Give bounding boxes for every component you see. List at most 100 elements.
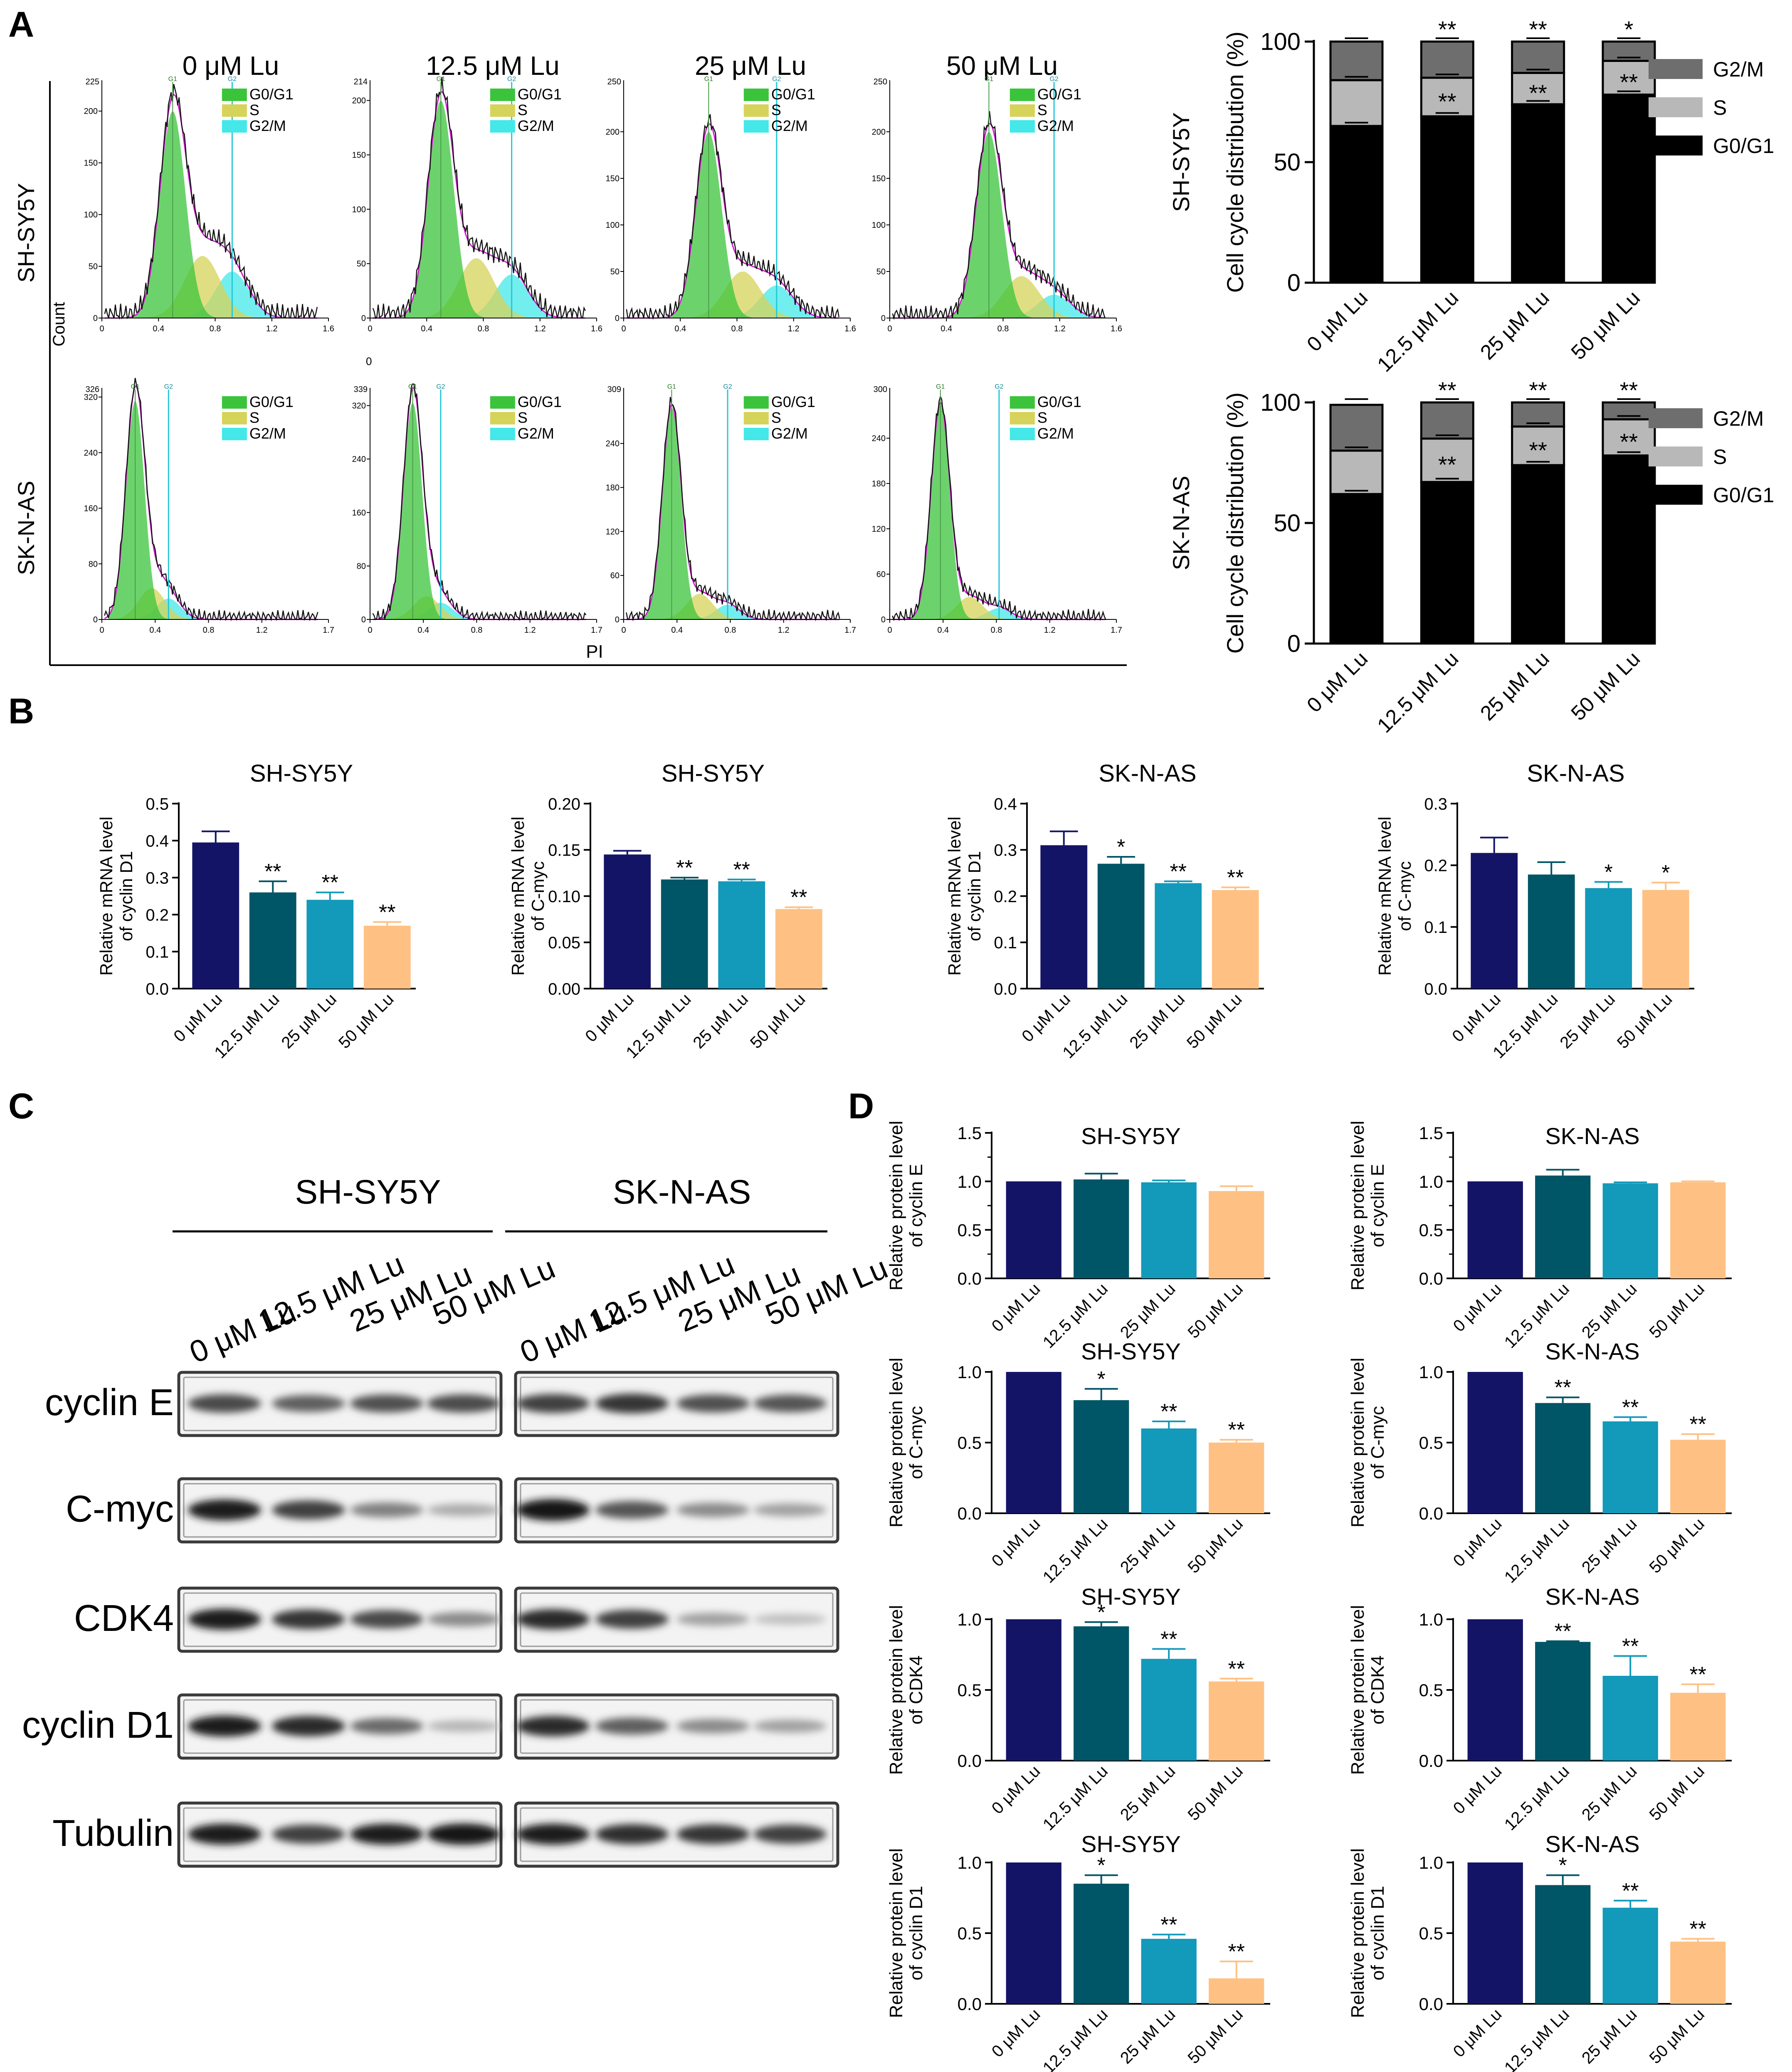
category-label: 0 μM Lu xyxy=(1450,1515,1506,1570)
bar-0 xyxy=(1006,1862,1061,2004)
cc-bar-s xyxy=(1420,76,1474,118)
bar-0 xyxy=(1467,1862,1523,2004)
chart-y-tick-label: 0.3 xyxy=(994,841,1017,860)
chart-y-tick-label: 0.5 xyxy=(958,1680,982,1700)
cc-bar-g0g1 xyxy=(1511,103,1565,284)
category-label: 25 μM Lu xyxy=(278,990,341,1052)
hist-x-tick-label: 1.2 xyxy=(256,626,268,635)
hist-y-tick-label: 0 xyxy=(361,314,366,323)
chart-y-label: of CDK4 xyxy=(1367,1655,1388,1724)
bar-chart-d22: SK-N-AS Relative protein level of C-myc 0.0… xyxy=(1348,1338,1732,1586)
cell-cycle-chart-2: SK-N-AS Cell cycle distribution (%) 0 50 100… xyxy=(1168,377,1774,737)
category-label: 0 μM Lu xyxy=(988,1762,1044,1818)
hist-legend-swatch xyxy=(743,396,769,409)
g0g1-area xyxy=(109,401,315,619)
histogram-row1-2: G1 G2 214 0 50 100 150 200 0 0.4 0.8 1.2 1.6 G0/G1SG2… xyxy=(352,76,602,333)
category-label: 12.5 μM Lu xyxy=(1039,1515,1111,1586)
chart-y-label: of C-myc xyxy=(1395,861,1414,931)
cc-legend-label: S xyxy=(1713,96,1727,119)
hist-y-tick-label: 60 xyxy=(876,570,886,579)
blot-band xyxy=(516,1394,590,1413)
chart-y-tick-label: 0.5 xyxy=(1419,1220,1443,1240)
category-label: 25 μM Lu xyxy=(1578,2005,1641,2067)
cc-bar-g0g1 xyxy=(1329,493,1384,645)
hist-y-tick-label: 150 xyxy=(84,159,98,168)
bar-2 xyxy=(1602,1676,1658,1761)
chart-y-label: of cyclin D1 xyxy=(906,1886,926,1980)
cc-sig-upper: ** xyxy=(1438,377,1456,403)
g0g1-area xyxy=(896,405,1103,619)
cc-x-label: 12.5 μM Lu xyxy=(1372,647,1463,737)
panel-label-a: A xyxy=(8,5,34,44)
hist-x-tick-label: 1.6 xyxy=(591,324,602,333)
bar-chart-d12: SK-N-AS Relative protein level of cyclin E… xyxy=(1348,1121,1732,1352)
blot-band xyxy=(516,1823,590,1845)
chart-y-tick-label: 0.05 xyxy=(548,934,580,952)
category-label: 12.5 μM Lu xyxy=(1039,1762,1111,1834)
hist-x-tick-label: 1.2 xyxy=(788,324,800,333)
blot-band xyxy=(350,1502,423,1517)
bar-chart-d42: SK-N-AS Relative protein level of cyclin D… xyxy=(1348,1831,1732,2072)
cc-bar-s xyxy=(1329,449,1384,495)
hist-y-tick-label: 0 xyxy=(615,615,620,624)
g1-marker-label: G1 xyxy=(408,383,417,390)
cc-bar-g2m xyxy=(1420,401,1474,440)
cell-cycle-chart-1: SH-SY5Y Cell cycle distribution (%) 0 50 100… xyxy=(1168,16,1774,376)
bar-2 xyxy=(1141,1182,1197,1278)
g2m-area xyxy=(631,285,836,318)
significance-mark: ** xyxy=(1622,1634,1639,1658)
significance-mark: ** xyxy=(1228,1418,1245,1442)
row-label-sknas: SK-N-AS xyxy=(13,481,39,575)
chart-y-tick-label: 0.4 xyxy=(146,832,169,850)
blot-cellline-sknas: SK-N-AS xyxy=(613,1173,751,1211)
chart-y-tick-label: 0.0 xyxy=(994,980,1017,998)
bar-0 xyxy=(604,854,651,989)
significance-mark: ** xyxy=(1228,1657,1245,1681)
hist-y-max-label: 326 xyxy=(86,385,99,394)
chart-title: SK-N-AS xyxy=(1545,1584,1639,1610)
g2-marker-label: G2 xyxy=(507,76,516,83)
panel-label-c: C xyxy=(8,1086,34,1126)
raw-curve xyxy=(372,76,586,320)
bar-2 xyxy=(1141,1939,1197,2004)
hist-legend-swatch xyxy=(1010,120,1035,133)
hist-legend-label: G0/G1 xyxy=(518,393,562,410)
hist-legend-swatch xyxy=(1010,412,1035,424)
hist-x-tick-label: 0 xyxy=(887,626,892,635)
hist-y-tick-label: 50 xyxy=(876,267,886,276)
hist-x-tick-label: 1.7 xyxy=(1111,626,1122,635)
hist-legend-swatch xyxy=(743,104,769,117)
bar-3 xyxy=(1209,1681,1264,1761)
g2-marker-label: G2 xyxy=(995,383,1003,390)
category-label: 12.5 μM Lu xyxy=(1039,2005,1111,2072)
bar-3 xyxy=(363,925,411,989)
hist-y-tick-label: 180 xyxy=(872,479,886,488)
bar-1 xyxy=(1097,863,1145,989)
hist-y-tick-label: 60 xyxy=(610,571,620,580)
bar-3 xyxy=(1670,1182,1726,1278)
hist-y-tick-label: 80 xyxy=(357,562,366,571)
hist-y-tick-label: 150 xyxy=(352,150,366,160)
chart-y-label: Relative mRNA level xyxy=(96,816,116,976)
category-label: 25 μM Lu xyxy=(1557,990,1619,1052)
hist-legend-label: G2/M xyxy=(518,425,554,442)
g0g1-area xyxy=(897,132,1102,318)
hist-legend-swatch xyxy=(222,89,247,101)
chart-y-tick-label: 1.0 xyxy=(1419,1172,1443,1191)
blot-band xyxy=(516,1609,590,1630)
hist-x-tick-label: 1.7 xyxy=(844,626,856,635)
bar-3 xyxy=(1209,1978,1264,2004)
significance-mark: * xyxy=(1117,835,1125,859)
hist-x-tick-label: 0.4 xyxy=(671,626,683,635)
hist-legend-swatch xyxy=(1010,428,1035,440)
cc-bar-s xyxy=(1511,72,1565,106)
significance-mark: * xyxy=(1097,1367,1106,1391)
chart-y-label: Relative mRNA level xyxy=(508,816,528,976)
cc-bar-s xyxy=(1511,425,1565,466)
chart-y-tick-label: 0.2 xyxy=(146,906,169,924)
category-label: 25 μM Lu xyxy=(1578,1515,1641,1577)
significance-mark: ** xyxy=(1227,866,1244,890)
cc-sig-upper: ** xyxy=(1438,16,1456,42)
g1-marker-label: G1 xyxy=(667,383,676,390)
cc-bar-g0g1 xyxy=(1329,125,1384,284)
